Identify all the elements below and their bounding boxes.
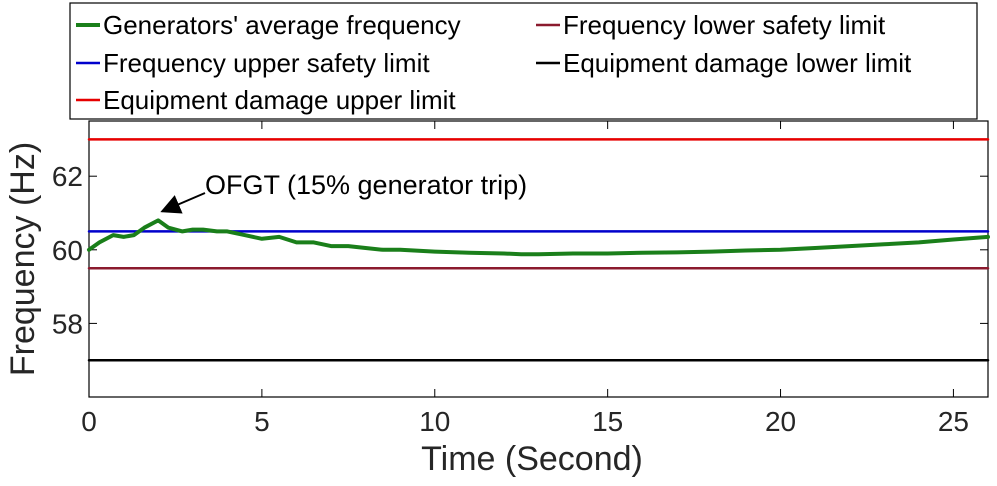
y-tick-label: 60 (52, 235, 83, 266)
legend-label: Frequency upper safety limit (103, 48, 430, 78)
y-axis-title: Frequency (Hz) (4, 142, 42, 376)
legend: Generators' average frequency Frequency u… (76, 10, 912, 115)
annotation-label: OFGT (15% generator trip) (205, 170, 527, 200)
x-tick-label: 0 (81, 406, 97, 437)
legend-label: Frequency lower safety limit (563, 10, 886, 40)
x-tick-label: 10 (419, 406, 450, 437)
series-lines (87, 138, 990, 362)
legend-box (69, 2, 978, 120)
y-axis-ticks: 58 60 62 (52, 161, 988, 339)
y-tick-label: 58 (52, 308, 83, 339)
x-axis-title: Time (Second) (421, 440, 643, 478)
x-tick-label: 25 (938, 406, 969, 437)
x-axis-ticks: 0 5 10 15 20 25 (81, 121, 969, 437)
x-tick-label: 15 (592, 406, 623, 437)
legend-label: Generators' average frequency (103, 10, 461, 40)
legend-label: Equipment damage upper limit (103, 85, 456, 115)
annotation-arrow (160, 192, 206, 214)
legend-label: Equipment damage lower limit (563, 48, 912, 78)
plot-area (88, 120, 989, 398)
y-tick-label: 62 (52, 161, 83, 192)
annotations: OFGT (15% generator trip) (160, 170, 527, 214)
series-line-generators-average-frequency (87, 218, 990, 257)
x-tick-label: 5 (254, 406, 270, 437)
x-tick-label: 20 (765, 406, 796, 437)
